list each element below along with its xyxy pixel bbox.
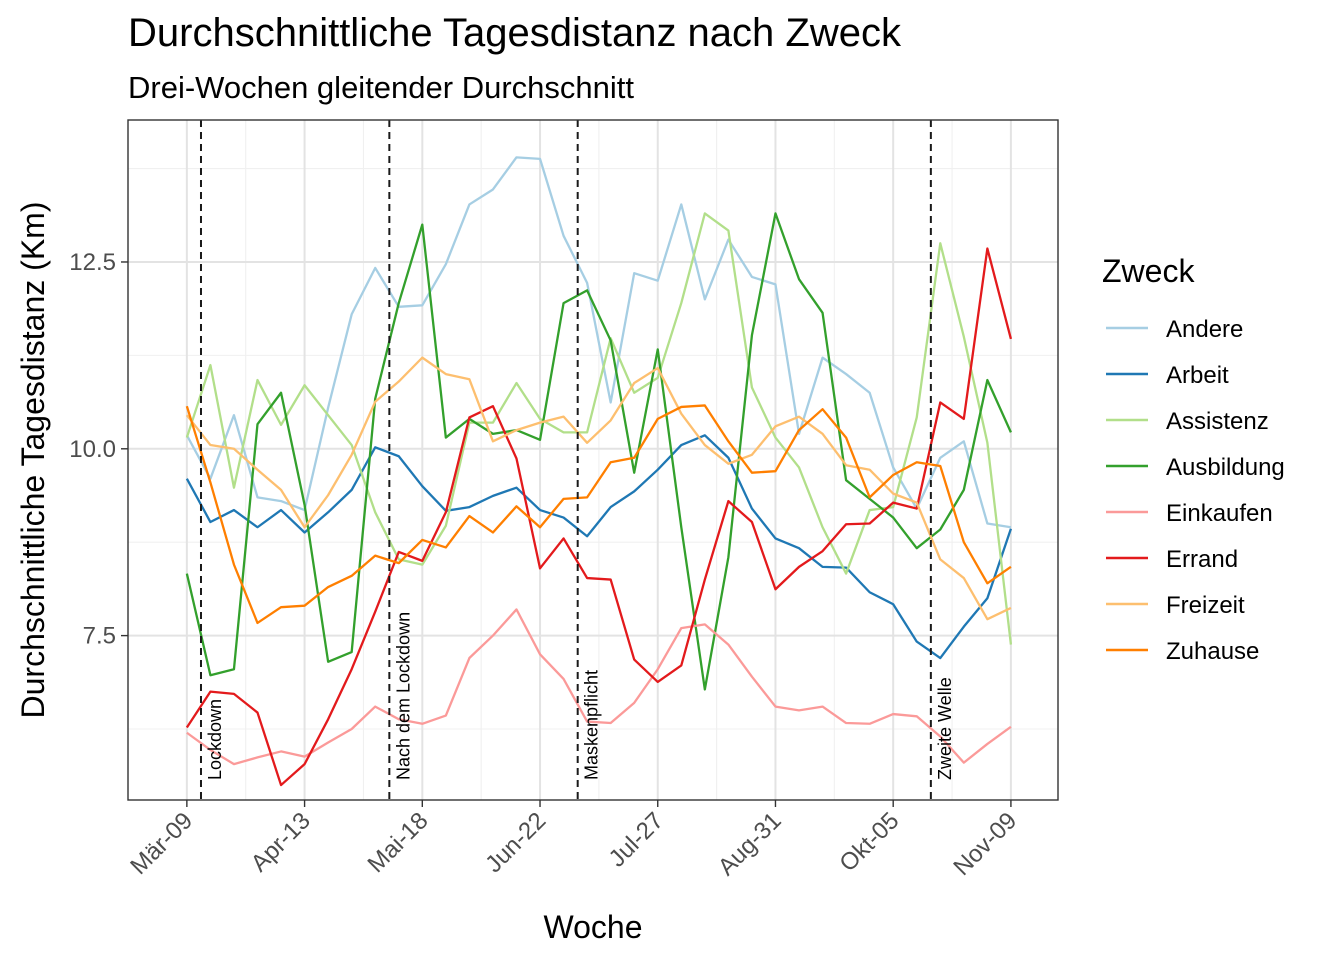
legend-label: Freizeit <box>1166 592 1245 619</box>
series-lines <box>185 156 1013 787</box>
x-tick-label: Jun-22 <box>480 807 551 878</box>
event-label: Lockdown <box>205 699 225 780</box>
y-tick-label: 10.0 <box>69 436 116 463</box>
series-line-einkaufen <box>186 608 1012 766</box>
legend-title: Zweck <box>1102 253 1195 289</box>
x-axis: Mär-09 Apr-13 Mai-18 Jun-22 Jul-27 Aug-31 Okt-… <box>125 800 1022 881</box>
series-line-ausbildung <box>185 212 1012 691</box>
legend-label: Arbeit <box>1166 362 1229 389</box>
legend-label: Assistenz <box>1166 408 1269 435</box>
x-tick-label: Nov-09 <box>948 807 1022 881</box>
x-tick-label: Apr-13 <box>246 807 316 877</box>
series-line-arbeit <box>185 434 1012 660</box>
x-tick-label: Mai-18 <box>363 807 434 878</box>
plot-panel: Lockdown Nach dem Lockdown Maskenpflicht Zw… <box>127 119 1059 801</box>
y-tick-label: 12.5 <box>69 249 116 276</box>
x-tick-label: Aug-31 <box>713 807 787 881</box>
series-line-zuhause <box>185 404 1012 625</box>
grid-major <box>128 120 1058 800</box>
event-label: Maskenpflicht <box>582 670 602 780</box>
legend: Zweck Andere Arbeit Assistenz Ausbildung Ein… <box>1102 253 1285 665</box>
series-line-errand <box>185 247 1013 787</box>
event-lines: Lockdown Nach dem Lockdown Maskenpflicht Zw… <box>199 120 955 800</box>
legend-label: Errand <box>1166 546 1238 573</box>
x-tick-label: Okt-05 <box>834 807 904 877</box>
series-line-andere <box>185 156 1012 529</box>
legend-label: Einkaufen <box>1166 500 1273 527</box>
legend-label: Andere <box>1166 316 1243 343</box>
y-tick-label: 7.5 <box>83 623 116 650</box>
y-axis: 7.5 10.0 12.5 <box>69 249 128 650</box>
panel-background <box>128 120 1058 800</box>
series-line-assistenz <box>185 212 1013 645</box>
grid-minor <box>128 120 1058 800</box>
y-axis-title: Durchschnittliche Tagesdistanz (Km) <box>15 202 51 719</box>
legend-label: Ausbildung <box>1166 454 1285 481</box>
chart-subtitle: Drei-Wochen gleitender Durchschnitt <box>128 70 634 105</box>
x-tick-label: Jul-27 <box>604 807 669 872</box>
legend-items: Andere Arbeit Assistenz Ausbildung Einkaufen… <box>1106 316 1285 665</box>
panel-border <box>127 119 1059 801</box>
x-tick-label: Mär-09 <box>125 807 198 880</box>
event-label: Nach dem Lockdown <box>393 612 413 780</box>
event-label: Zweite Welle <box>935 677 955 780</box>
chart-title: Durchschnittliche Tagesdistanz nach Zwec… <box>128 11 902 55</box>
series-line-freizeit <box>185 356 1012 621</box>
x-axis-title: Woche <box>543 909 642 945</box>
legend-label: Zuhause <box>1166 638 1259 665</box>
